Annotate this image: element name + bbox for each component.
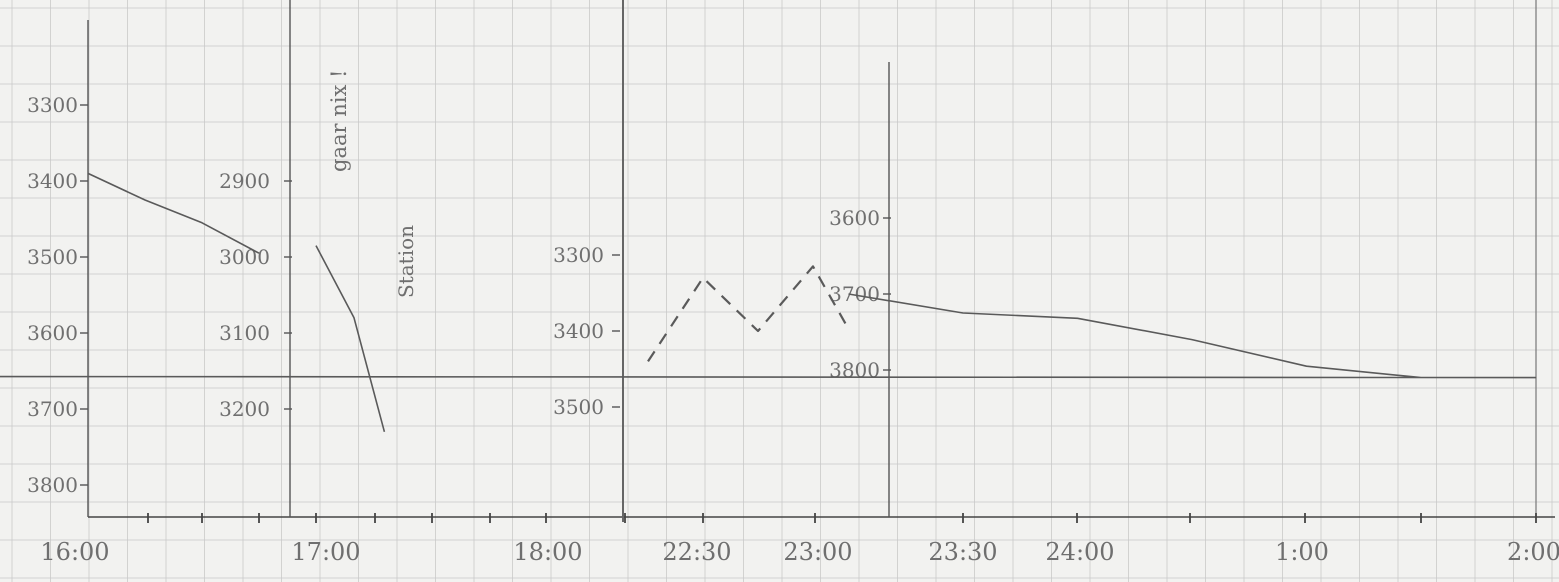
- series-lines: [0, 172, 1537, 433]
- x-tick-label: 2:00: [1507, 538, 1559, 566]
- y-tick-labels: 3300 3400 3500 3600 3700 3800 2900 3000 3100 3200…: [27, 93, 880, 497]
- y-tick-label: 3500: [553, 395, 604, 419]
- y-tick-label: 3700: [829, 282, 880, 306]
- series-line: [87, 172, 260, 254]
- y-tick-label: 2900: [219, 169, 270, 193]
- y-tick-label: 3400: [553, 319, 604, 343]
- y-tick-label: 3100: [219, 321, 270, 345]
- x-tick-label: 16:00: [40, 538, 109, 566]
- annotation-gaar-nix: gaar nix !: [327, 70, 351, 172]
- series-line: [647, 265, 851, 363]
- y-tick-label: 3300: [553, 243, 604, 267]
- annotation-station: Station: [394, 225, 418, 298]
- y-tick-label: 3800: [27, 473, 78, 497]
- x-tick-label: 23:30: [928, 538, 997, 566]
- x-tick-label: 23:00: [783, 538, 852, 566]
- x-tick-labels: 16:00 17:00 22:30 23:00 23:30 24:00 1:00 2:00 18…: [40, 538, 1559, 566]
- y-tick-label: 3000: [219, 245, 270, 269]
- y-tick-label: 3200: [219, 397, 270, 421]
- series-line: [0, 293, 1537, 379]
- y-tick-label: 3700: [27, 397, 78, 421]
- y-tick-label: 3600: [829, 206, 880, 230]
- series-line: [315, 245, 386, 433]
- x-tick-label: 1:00: [1275, 538, 1329, 566]
- y-tick-label: 3600: [27, 321, 78, 345]
- y-tick-label: 3800: [829, 358, 880, 382]
- x-tick-label: 17:00: [291, 538, 360, 566]
- x-tick-label: 18:00: [513, 538, 582, 566]
- y-tick-label: 3300: [27, 93, 78, 117]
- y-tick-label: 3400: [27, 169, 78, 193]
- x-tick-label: 22:30: [662, 538, 731, 566]
- y-tick-label: 3500: [27, 245, 78, 269]
- tick-marks: [80, 104, 1537, 523]
- x-tick-label: 24:00: [1045, 538, 1114, 566]
